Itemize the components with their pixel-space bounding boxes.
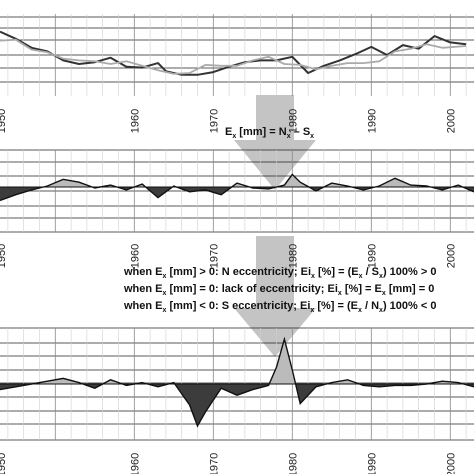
area-negative bbox=[176, 187, 232, 195]
x-tick-label: 1960 bbox=[129, 453, 141, 474]
rule-no-eccentricity: when Ex [mm] = 0: lack of eccentricity; … bbox=[123, 283, 434, 297]
x-tick-label: 1990 bbox=[366, 244, 378, 268]
series-outline bbox=[0, 336, 474, 428]
rule-s-eccentricity: when Ex [mm] < 0: S eccentricity; Eix [%… bbox=[123, 300, 436, 314]
area-negative bbox=[0, 187, 44, 201]
series-line-2 bbox=[0, 38, 467, 75]
x-tick-label: 1970 bbox=[208, 109, 220, 133]
area-positive bbox=[31, 378, 83, 384]
x-tick-label: 2000 bbox=[445, 244, 457, 268]
x-tick-label: 1990 bbox=[366, 109, 378, 133]
area-negative bbox=[295, 384, 327, 404]
rule-n-eccentricity: when Ex [mm] > 0: N eccentricity; Eix [%… bbox=[123, 266, 436, 280]
x-tick-label: 1950 bbox=[0, 453, 8, 474]
x-tick-label: 1970 bbox=[208, 453, 220, 474]
area-positive bbox=[326, 379, 360, 384]
x-tick-label: 1980 bbox=[287, 109, 299, 133]
panel-eccentricity-mm: 1950 1960 1970 1980 1990 2000 bbox=[0, 149, 474, 268]
area-negative bbox=[309, 187, 324, 191]
x-tick-label: 1990 bbox=[366, 453, 378, 474]
series-outline bbox=[0, 173, 474, 202]
panel-series-comparison: 1950 1960 1970 1980 1990 2000 bbox=[0, 14, 474, 133]
area-positive bbox=[426, 381, 464, 384]
x-tick-label: 1950 bbox=[0, 244, 8, 268]
x-tick-label: 1980 bbox=[287, 244, 299, 268]
x-tick-label: 1980 bbox=[287, 453, 299, 474]
x-tick-label: 2000 bbox=[445, 109, 457, 133]
arrow-down-2 bbox=[234, 236, 316, 357]
area-positive bbox=[375, 178, 431, 187]
formula-eccentricity-mm: Ex [mm] = Nx – Sx bbox=[225, 126, 314, 140]
x-tick-label: 1960 bbox=[129, 244, 141, 268]
area-positive bbox=[269, 339, 296, 384]
x-tick-label: 2000 bbox=[445, 453, 457, 474]
arrow-down-1 bbox=[234, 95, 316, 190]
x-tick-label: 1970 bbox=[208, 244, 220, 268]
x-tick-label: 1960 bbox=[129, 109, 141, 133]
panel-eccentricity-percent: 1950 1960 1970 1980 1990 2000 bbox=[0, 327, 474, 474]
area-negative bbox=[174, 384, 270, 426]
area-positive bbox=[276, 174, 309, 187]
x-tick-label: 1950 bbox=[0, 109, 8, 133]
area-negative bbox=[145, 187, 173, 198]
area-positive bbox=[43, 179, 93, 187]
